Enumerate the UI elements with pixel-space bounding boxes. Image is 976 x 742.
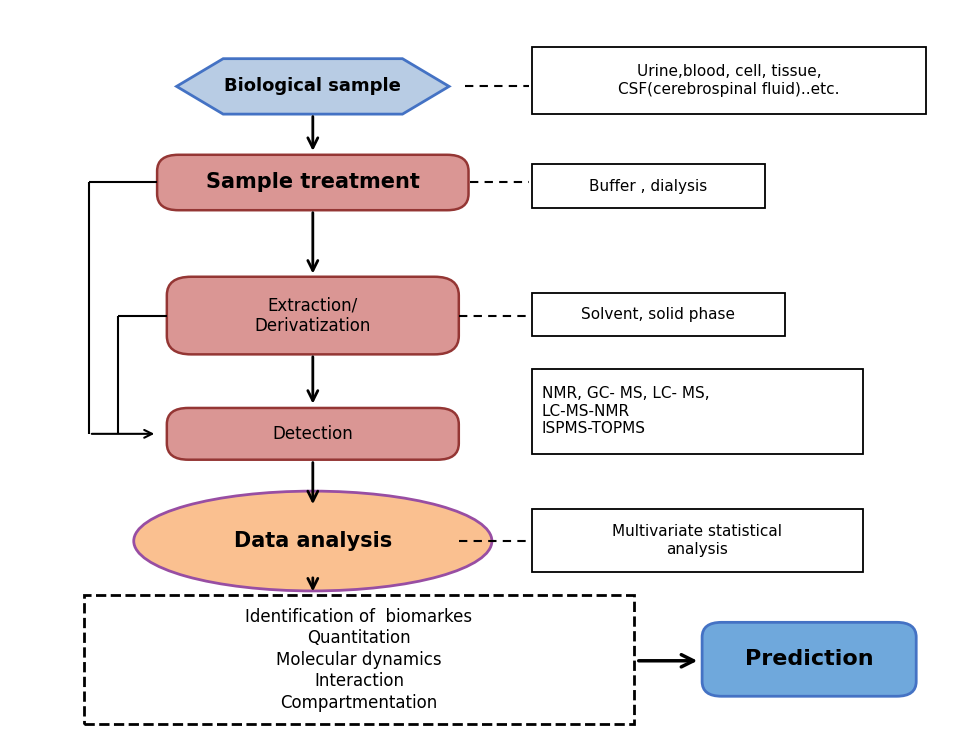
FancyBboxPatch shape [532, 292, 785, 335]
Text: NMR, GC- MS, LC- MS,
LC-MS-NMR
ISPMS-TOPMS: NMR, GC- MS, LC- MS, LC-MS-NMR ISPMS-TOP… [542, 387, 710, 436]
FancyBboxPatch shape [167, 408, 459, 460]
Text: Sample treatment: Sample treatment [206, 172, 420, 192]
FancyBboxPatch shape [167, 277, 459, 355]
Text: Molecular dynamics: Molecular dynamics [276, 651, 442, 669]
Text: Extraction/
Derivatization: Extraction/ Derivatization [255, 296, 371, 335]
Text: Interaction: Interaction [314, 672, 404, 690]
Text: Biological sample: Biological sample [224, 77, 401, 96]
Text: Identification of  biomarkes: Identification of biomarkes [246, 608, 472, 626]
FancyBboxPatch shape [84, 595, 634, 724]
FancyBboxPatch shape [532, 369, 863, 454]
Text: Compartmentation: Compartmentation [280, 694, 437, 712]
FancyBboxPatch shape [702, 623, 916, 696]
Text: Prediction: Prediction [745, 649, 874, 669]
FancyBboxPatch shape [532, 47, 926, 114]
FancyBboxPatch shape [532, 509, 863, 572]
Text: Data analysis: Data analysis [233, 531, 392, 551]
Text: Buffer , dialysis: Buffer , dialysis [590, 179, 708, 194]
Ellipse shape [134, 491, 492, 591]
Text: Solvent, solid phase: Solvent, solid phase [582, 306, 735, 321]
Text: Urine,blood, cell, tissue,
CSF(cerebrospinal fluid)..etc.: Urine,blood, cell, tissue, CSF(cerebrosp… [618, 65, 839, 96]
Text: Quantitation: Quantitation [307, 629, 411, 647]
FancyBboxPatch shape [157, 155, 468, 210]
Text: Multivariate statistical
analysis: Multivariate statistical analysis [612, 525, 782, 556]
Text: Detection: Detection [272, 425, 353, 443]
Polygon shape [177, 59, 449, 114]
FancyBboxPatch shape [532, 164, 765, 209]
